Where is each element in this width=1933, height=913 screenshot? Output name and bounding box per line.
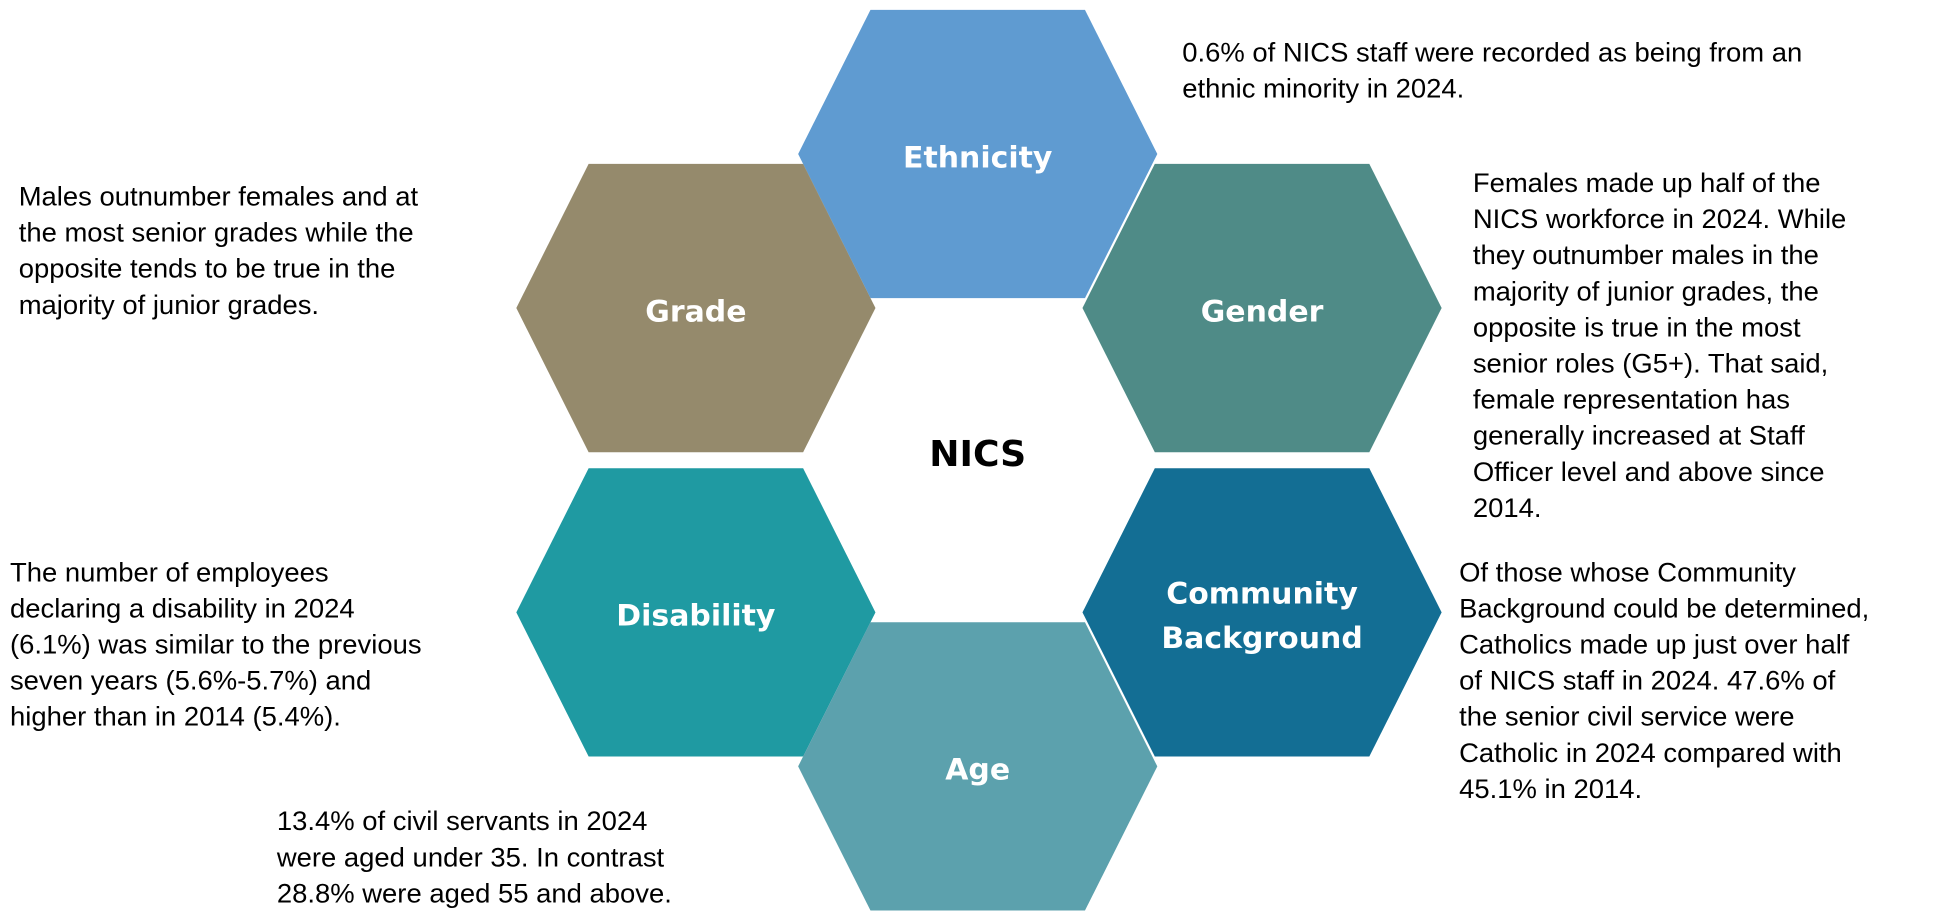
hexagon-label: Age: [945, 753, 1010, 788]
description-line: (6.1%) was similar to the previous: [10, 629, 422, 660]
hexagon: [516, 468, 876, 757]
description-line: ethnic minority in 2024.: [1182, 73, 1464, 104]
description-line: majority of junior grades.: [19, 289, 319, 320]
description-line: 28.8% were aged 55 and above.: [277, 878, 672, 909]
description-line: 13.4% of civil servants in 2024: [277, 805, 648, 836]
hexagon: [798, 622, 1158, 911]
hexagon-label: Community: [1166, 577, 1358, 612]
description-line: of NICS staff in 2024. 47.6% of: [1459, 665, 1836, 696]
description-line: The number of employees: [10, 556, 329, 587]
description-line: Catholics made up just over half: [1459, 629, 1850, 660]
description-line: 45.1% in 2014.: [1459, 773, 1642, 804]
hexagon: [1082, 163, 1442, 453]
description-line: 2014.: [1473, 492, 1542, 523]
description-line: seven years (5.6%-5.7%) and: [10, 665, 371, 696]
description-line: higher than in 2014 (5.4%).: [10, 701, 341, 732]
description-line: NICS workforce in 2024. While: [1473, 203, 1847, 234]
description-line: they outnumber males in the: [1473, 239, 1819, 270]
description-line: Officer level and above since: [1473, 456, 1825, 487]
description-line: were aged under 35. In contrast: [276, 841, 665, 872]
description-line: Background could be determined,: [1459, 593, 1869, 624]
center-label: NICS: [929, 434, 1026, 475]
description-line: female representation has: [1473, 384, 1790, 415]
hexagon-label: Disability: [616, 599, 775, 634]
hexagon: [516, 163, 876, 453]
description-line: Males outnumber females and at: [19, 181, 419, 212]
hexagon-label: Background: [1161, 621, 1362, 656]
description-line: generally increased at Staff: [1473, 420, 1805, 451]
description-line: declaring a disability in 2024: [10, 593, 355, 624]
description-line: the senior civil service were: [1459, 701, 1794, 732]
description-line: Catholic in 2024 compared with: [1459, 737, 1842, 768]
description-line: Of those whose Community: [1459, 556, 1796, 587]
description-line: the most senior grades while the: [19, 217, 414, 248]
hexagon-label: Ethnicity: [903, 141, 1052, 176]
hexagon-label: Gender: [1201, 295, 1324, 330]
description-line: 0.6% of NICS staff were recorded as bein…: [1182, 37, 1802, 68]
description-line: opposite is true in the most: [1473, 312, 1801, 343]
hexagon: [798, 9, 1158, 299]
description-line: majority of junior grades, the: [1473, 275, 1819, 306]
hexagon-label: Grade: [645, 295, 746, 330]
description-line: opposite tends to be true in the: [19, 253, 396, 284]
hexagon: [1082, 468, 1442, 757]
description-line: Females made up half of the: [1473, 167, 1821, 198]
description-line: senior roles (G5+). That said,: [1473, 348, 1828, 379]
